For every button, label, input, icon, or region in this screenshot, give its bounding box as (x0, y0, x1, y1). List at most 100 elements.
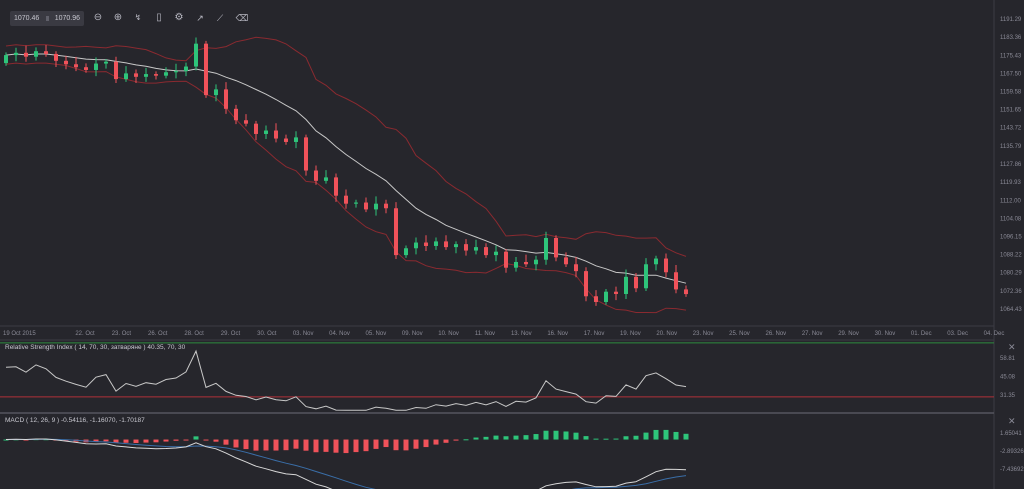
candle-up (354, 202, 358, 204)
crosshair-icon[interactable]: ↯ (134, 13, 142, 22)
macd-histogram-bar (223, 439, 229, 445)
candle-down (254, 123, 258, 134)
macd-histogram-bar (653, 429, 659, 440)
candle-up (214, 89, 218, 96)
candle-down (614, 291, 618, 294)
macd-histogram-bar (283, 439, 289, 451)
price-tick-label: 1096.15 (1000, 234, 1022, 240)
macd-histogram-bar (183, 439, 189, 441)
candle-down (504, 251, 508, 268)
close-rsi-icon[interactable]: ✕ (1008, 342, 1016, 352)
candle-down (344, 195, 348, 204)
rsi-tick-label: 58.81 (1000, 356, 1016, 362)
macd-histogram-bar (463, 439, 469, 441)
macd-histogram-bar (453, 439, 459, 441)
macd-histogram-bar (543, 430, 549, 440)
candle-type-icon[interactable]: ▯ (156, 12, 162, 23)
macd-histogram-bar (3, 439, 9, 441)
candle-up (184, 66, 188, 72)
macd-histogram-bar (393, 439, 399, 451)
macd-tick-label: -2.89326 (1000, 449, 1024, 455)
macd-histogram-bar (243, 439, 249, 450)
rsi-line (5, 349, 687, 411)
candle-down (314, 170, 318, 181)
macd-tick-label: -7.43692 (1000, 467, 1024, 473)
macd-histogram-bar (663, 429, 669, 440)
zoom-out-icon[interactable]: ⊖ (93, 12, 103, 23)
time-tick-label: 26. Oct (148, 331, 168, 337)
candle-down (334, 177, 338, 196)
macd-histogram-bar (123, 439, 129, 443)
macd-histogram-bar (613, 438, 619, 440)
candle-down (154, 74, 158, 76)
macd-histogram-bar (363, 439, 369, 452)
time-tick-label: 29. Nov (838, 331, 859, 337)
macd-histogram-bar (203, 439, 209, 441)
candle-up (604, 291, 608, 302)
candle-up (644, 264, 648, 289)
time-tick-label: 29. Oct (221, 331, 241, 337)
zoom-in-icon[interactable]: ⊕ (113, 12, 123, 23)
candle-up (404, 248, 408, 256)
time-tick-label: 16. Nov (547, 331, 568, 337)
candle-up (414, 242, 418, 249)
price-tick-label: 1143.72 (1000, 126, 1022, 132)
macd-histogram-bar (143, 439, 149, 443)
candle-down (234, 108, 238, 121)
price-tick-label: 1072.36 (1000, 289, 1022, 295)
candle-down (634, 276, 638, 289)
macd-histogram-bar (683, 433, 689, 440)
price-tick-label: 1112.00 (1000, 198, 1021, 204)
macd-histogram-bar (533, 434, 539, 440)
price-tick-label: 1088.22 (1000, 253, 1022, 259)
price-range-box[interactable]: 1070.46 1070.96 (10, 10, 84, 26)
candle-up (454, 244, 458, 248)
macd-histogram-bar (293, 439, 299, 449)
macd-histogram-bar (523, 435, 529, 440)
drawing-line-icon[interactable]: ⟋ (216, 13, 224, 23)
macd-title: MACD ( 12, 26, 9 ) -0.54116, -1.16070, -… (5, 417, 145, 424)
macd-histogram-bar (633, 435, 639, 440)
macd-signal-line (6, 438, 687, 489)
candle-up (544, 237, 548, 260)
candle-up (294, 137, 298, 142)
candle-down (244, 120, 248, 124)
candle-down (584, 271, 588, 297)
macd-histogram-bar (603, 438, 609, 440)
time-tick-label: 30. Nov (875, 331, 896, 337)
settings-icon[interactable]: ⚙ (174, 12, 184, 23)
range-to: 1070.96 (54, 14, 80, 22)
time-tick-label: 09. Nov (402, 331, 423, 337)
macd-histogram-bar (373, 439, 379, 449)
candle-up (124, 73, 128, 80)
close-macd-icon[interactable]: ✕ (1008, 416, 1016, 426)
candle-down (274, 130, 278, 139)
eraser-icon[interactable]: ⌫ (235, 13, 249, 23)
candle-down (284, 138, 288, 142)
indicators-icon[interactable]: ↗ (196, 13, 204, 23)
candle-down (484, 247, 488, 256)
price-tick-label: 1183.36 (1000, 35, 1022, 41)
macd-histogram-bar (353, 439, 359, 453)
macd-histogram-bar (133, 439, 139, 443)
toolbar: 1070.46 1070.96 (10, 10, 84, 26)
candle-up (534, 259, 538, 265)
candle-down (134, 73, 138, 77)
macd-histogram-bar (433, 439, 439, 445)
macd-histogram-bar (253, 439, 259, 451)
candle-down (304, 137, 308, 171)
candle-down (394, 208, 398, 256)
time-tick-label: 17. Nov (584, 331, 605, 337)
candle-down (664, 258, 668, 273)
price-tick-label: 1080.29 (1000, 271, 1022, 277)
macd-histogram-bar (403, 439, 409, 451)
macd-histogram-bar (323, 439, 329, 452)
macd-histogram-bar (473, 437, 479, 440)
time-axis: 19 Oct 2015 22. Oct 23. Oct 26. Oct 28. Oct 2… (3, 331, 1004, 337)
rsi-title: Relative Strength Index ( 14, 70, 30, за… (5, 344, 186, 351)
time-tick-label: 11. Nov (475, 331, 495, 337)
macd-histogram-bar (313, 439, 319, 453)
macd-histogram-bar (303, 439, 309, 451)
macd-histogram-bar (273, 439, 279, 451)
